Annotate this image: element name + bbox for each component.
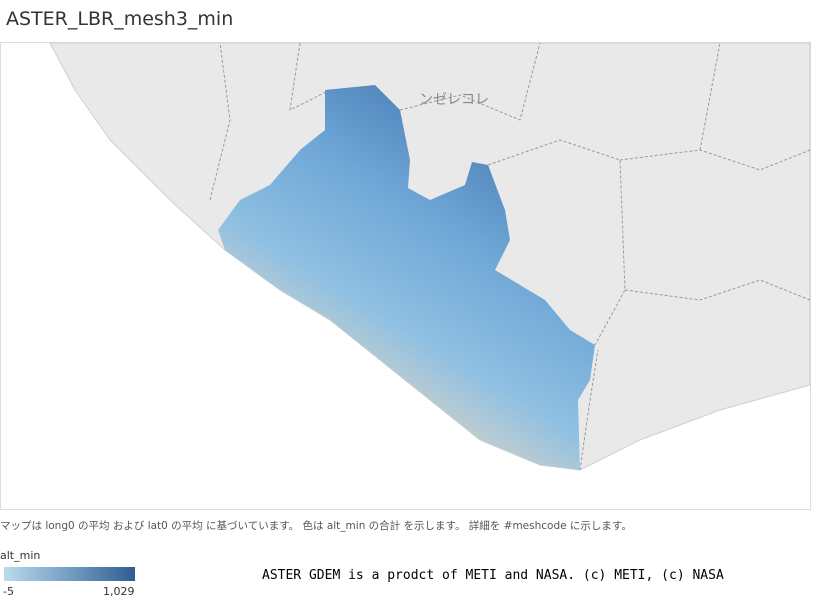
title: ASTER_LBR_mesh3_min bbox=[6, 8, 234, 30]
liberia-elevation bbox=[218, 85, 595, 470]
legend-min: -5 bbox=[3, 585, 14, 598]
attribution: ASTER GDEM is a prodct of METI and NASA.… bbox=[262, 568, 724, 583]
caption: マップは long0 の平均 および lat0 の平均 に基づいています。 色は… bbox=[0, 520, 632, 532]
legend-gradient bbox=[4, 567, 135, 581]
place-label: ンゼレコレ bbox=[419, 92, 489, 108]
map: ンゼレコレ bbox=[0, 42, 811, 510]
legend-title: alt_min bbox=[0, 549, 41, 562]
legend-max: 1,029 bbox=[103, 585, 135, 598]
borders bbox=[209, 42, 811, 471]
